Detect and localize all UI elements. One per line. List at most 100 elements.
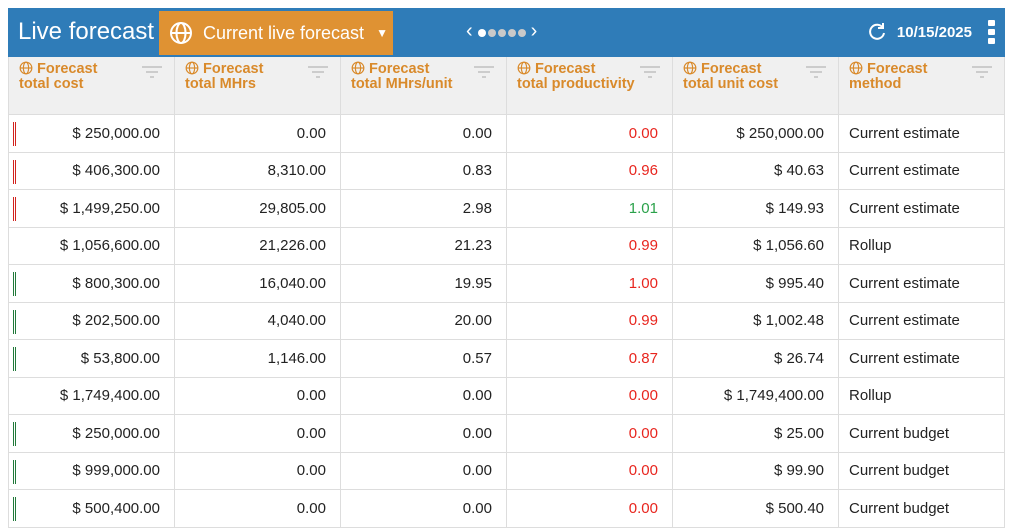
status-indicator-green xyxy=(13,309,16,334)
table-row[interactable]: $ 250,000.00 0.00 0.00 0.00 $ 25.00 Current b… xyxy=(8,414,1005,453)
column-header[interactable]: Forecast total MHrs xyxy=(174,57,341,115)
cell-value: 0.00 xyxy=(462,462,492,480)
globe-icon xyxy=(683,61,697,75)
pager-dot[interactable] xyxy=(477,29,486,37)
refresh-icon[interactable] xyxy=(867,22,887,42)
cell-mhrs: 0.00 xyxy=(174,414,341,453)
cell-value: 0.00 xyxy=(462,499,492,517)
column-title-line2: total unit cost xyxy=(683,76,779,92)
forecast-dropdown[interactable]: Current live forecast ▼ xyxy=(159,11,393,55)
status-indicator-green xyxy=(13,422,16,446)
cell-value: 0.00 xyxy=(628,387,658,405)
cell-value: 0.83 xyxy=(462,162,492,180)
cell-value: $ 99.90 xyxy=(773,462,824,480)
pager-dot[interactable] xyxy=(497,29,506,37)
filter-icon[interactable] xyxy=(640,66,660,78)
chevron-right-icon[interactable]: › xyxy=(530,20,538,42)
cell-value: 0.87 xyxy=(628,349,658,367)
column-title-line1: Forecast xyxy=(867,61,928,77)
caret-down-icon: ▼ xyxy=(376,26,388,40)
table-row[interactable]: $ 800,300.00 16,040.00 19.95 1.00 $ 995.40 Cu… xyxy=(8,264,1005,303)
cell-prod: 0.00 xyxy=(506,414,673,453)
cell-cost: $ 250,000.00 xyxy=(8,414,175,453)
table-row[interactable]: $ 1,499,250.00 29,805.00 2.98 1.01 $ 149.93 C… xyxy=(8,189,1005,228)
cell-method: Current estimate xyxy=(838,264,1005,303)
cell-mhrs: 21,226.00 xyxy=(174,226,341,265)
column-title-line2: total productivity xyxy=(517,76,635,92)
cell-prod: 0.00 xyxy=(506,489,673,528)
cell-value: 1.01 xyxy=(628,199,658,217)
filter-icon[interactable] xyxy=(806,66,826,78)
table-row[interactable]: $ 406,300.00 8,310.00 0.83 0.96 $ 40.63 Curre… xyxy=(8,151,1005,190)
cell-value: 0.96 xyxy=(628,162,658,180)
cell-prod: 0.96 xyxy=(506,151,673,190)
column-title-line1: Forecast xyxy=(535,61,596,77)
cell-prod: 0.00 xyxy=(506,451,673,490)
cell-value: 0.00 xyxy=(462,124,492,142)
cell-mhrs-unit: 0.00 xyxy=(340,451,507,490)
more-menu-icon[interactable] xyxy=(988,20,995,44)
cell-value: 0.00 xyxy=(628,499,658,517)
status-indicator-green xyxy=(13,347,16,371)
cell-cost: $ 500,400.00 xyxy=(8,489,175,528)
cell-mhrs-unit: 0.00 xyxy=(340,414,507,453)
cell-value: $ 406,300.00 xyxy=(72,162,160,180)
cell-cost: $ 1,499,250.00 xyxy=(8,189,175,228)
column-title-line2: total MHrs xyxy=(185,76,256,92)
cell-method: Current estimate xyxy=(838,151,1005,190)
cell-value: $ 40.63 xyxy=(773,162,824,180)
cell-method: Rollup xyxy=(838,376,1005,415)
filter-icon[interactable] xyxy=(142,66,162,78)
column-header[interactable]: Forecast total MHrs/unit xyxy=(340,57,507,115)
cell-value: Current estimate xyxy=(849,162,960,180)
pager-dots xyxy=(477,20,527,43)
cell-value: $ 995.40 xyxy=(765,274,824,292)
cell-value: 16,040.00 xyxy=(259,274,326,292)
cell-mhrs-unit: 21.23 xyxy=(340,226,507,265)
filter-icon[interactable] xyxy=(972,66,992,78)
cell-cost: $ 800,300.00 xyxy=(8,264,175,303)
table-row[interactable]: $ 1,056,600.00 21,226.00 21.23 0.99 $ 1,056.… xyxy=(8,226,1005,265)
cell-cost: $ 1,056,600.00 xyxy=(8,226,175,265)
column-header[interactable]: Forecast total unit cost xyxy=(672,57,839,115)
pager-dot[interactable] xyxy=(487,29,496,37)
cell-value: 29,805.00 xyxy=(259,199,326,217)
cell-prod: 0.00 xyxy=(506,114,673,153)
table-row[interactable]: $ 1,749,400.00 0.00 0.00 0.00 $ 1,749,400.00… xyxy=(8,376,1005,415)
table-row[interactable]: $ 999,000.00 0.00 0.00 0.00 $ 99.90 Current b… xyxy=(8,451,1005,490)
table-row[interactable]: $ 202,500.00 4,040.00 20.00 0.99 $ 1,002.48 C… xyxy=(8,301,1005,340)
cell-value: $ 500,400.00 xyxy=(72,499,160,517)
chevron-left-icon[interactable]: ‹ xyxy=(466,20,473,42)
cell-method: Current budget xyxy=(838,451,1005,490)
filter-icon[interactable] xyxy=(308,66,328,78)
cell-prod: 1.01 xyxy=(506,189,673,228)
column-header[interactable]: Forecast method xyxy=(838,57,1005,115)
pager-dot[interactable] xyxy=(507,29,516,37)
cell-mhrs: 16,040.00 xyxy=(174,264,341,303)
column-header[interactable]: Forecast total cost xyxy=(8,57,175,115)
pager-dot[interactable] xyxy=(517,29,526,37)
cell-value: $ 1,749,400.00 xyxy=(723,387,824,405)
status-indicator-red xyxy=(13,159,16,184)
table-row[interactable]: $ 500,400.00 0.00 0.00 0.00 $ 500.40 Current … xyxy=(8,489,1005,528)
cell-value: Rollup xyxy=(849,237,892,255)
column-header[interactable]: Forecast total productivity xyxy=(506,57,673,115)
cell-value: $ 1,056.60 xyxy=(753,237,824,255)
cell-value: 19.95 xyxy=(454,274,492,292)
cell-mhrs: 29,805.00 xyxy=(174,189,341,228)
table-row[interactable]: $ 250,000.00 0.00 0.00 0.00 $ 250,000.00 Curr… xyxy=(8,114,1005,153)
cell-cost: $ 406,300.00 xyxy=(8,151,175,190)
cell-mhrs: 0.00 xyxy=(174,114,341,153)
cell-value: Current estimate xyxy=(849,124,960,142)
cell-value: $ 1,002.48 xyxy=(753,312,824,330)
globe-icon xyxy=(185,61,199,75)
column-title-line2: total cost xyxy=(19,76,84,92)
filter-icon[interactable] xyxy=(474,66,494,78)
cell-mhrs: 0.00 xyxy=(174,451,341,490)
cell-value: 20.00 xyxy=(454,312,492,330)
dropdown-label: Current live forecast xyxy=(203,22,365,43)
table-row[interactable]: $ 53,800.00 1,146.00 0.57 0.87 $ 26.74 Curren… xyxy=(8,339,1005,378)
cell-unit-cost: $ 149.93 xyxy=(672,189,839,228)
cell-value: $ 26.74 xyxy=(773,349,824,367)
cell-mhrs-unit: 20.00 xyxy=(340,301,507,340)
